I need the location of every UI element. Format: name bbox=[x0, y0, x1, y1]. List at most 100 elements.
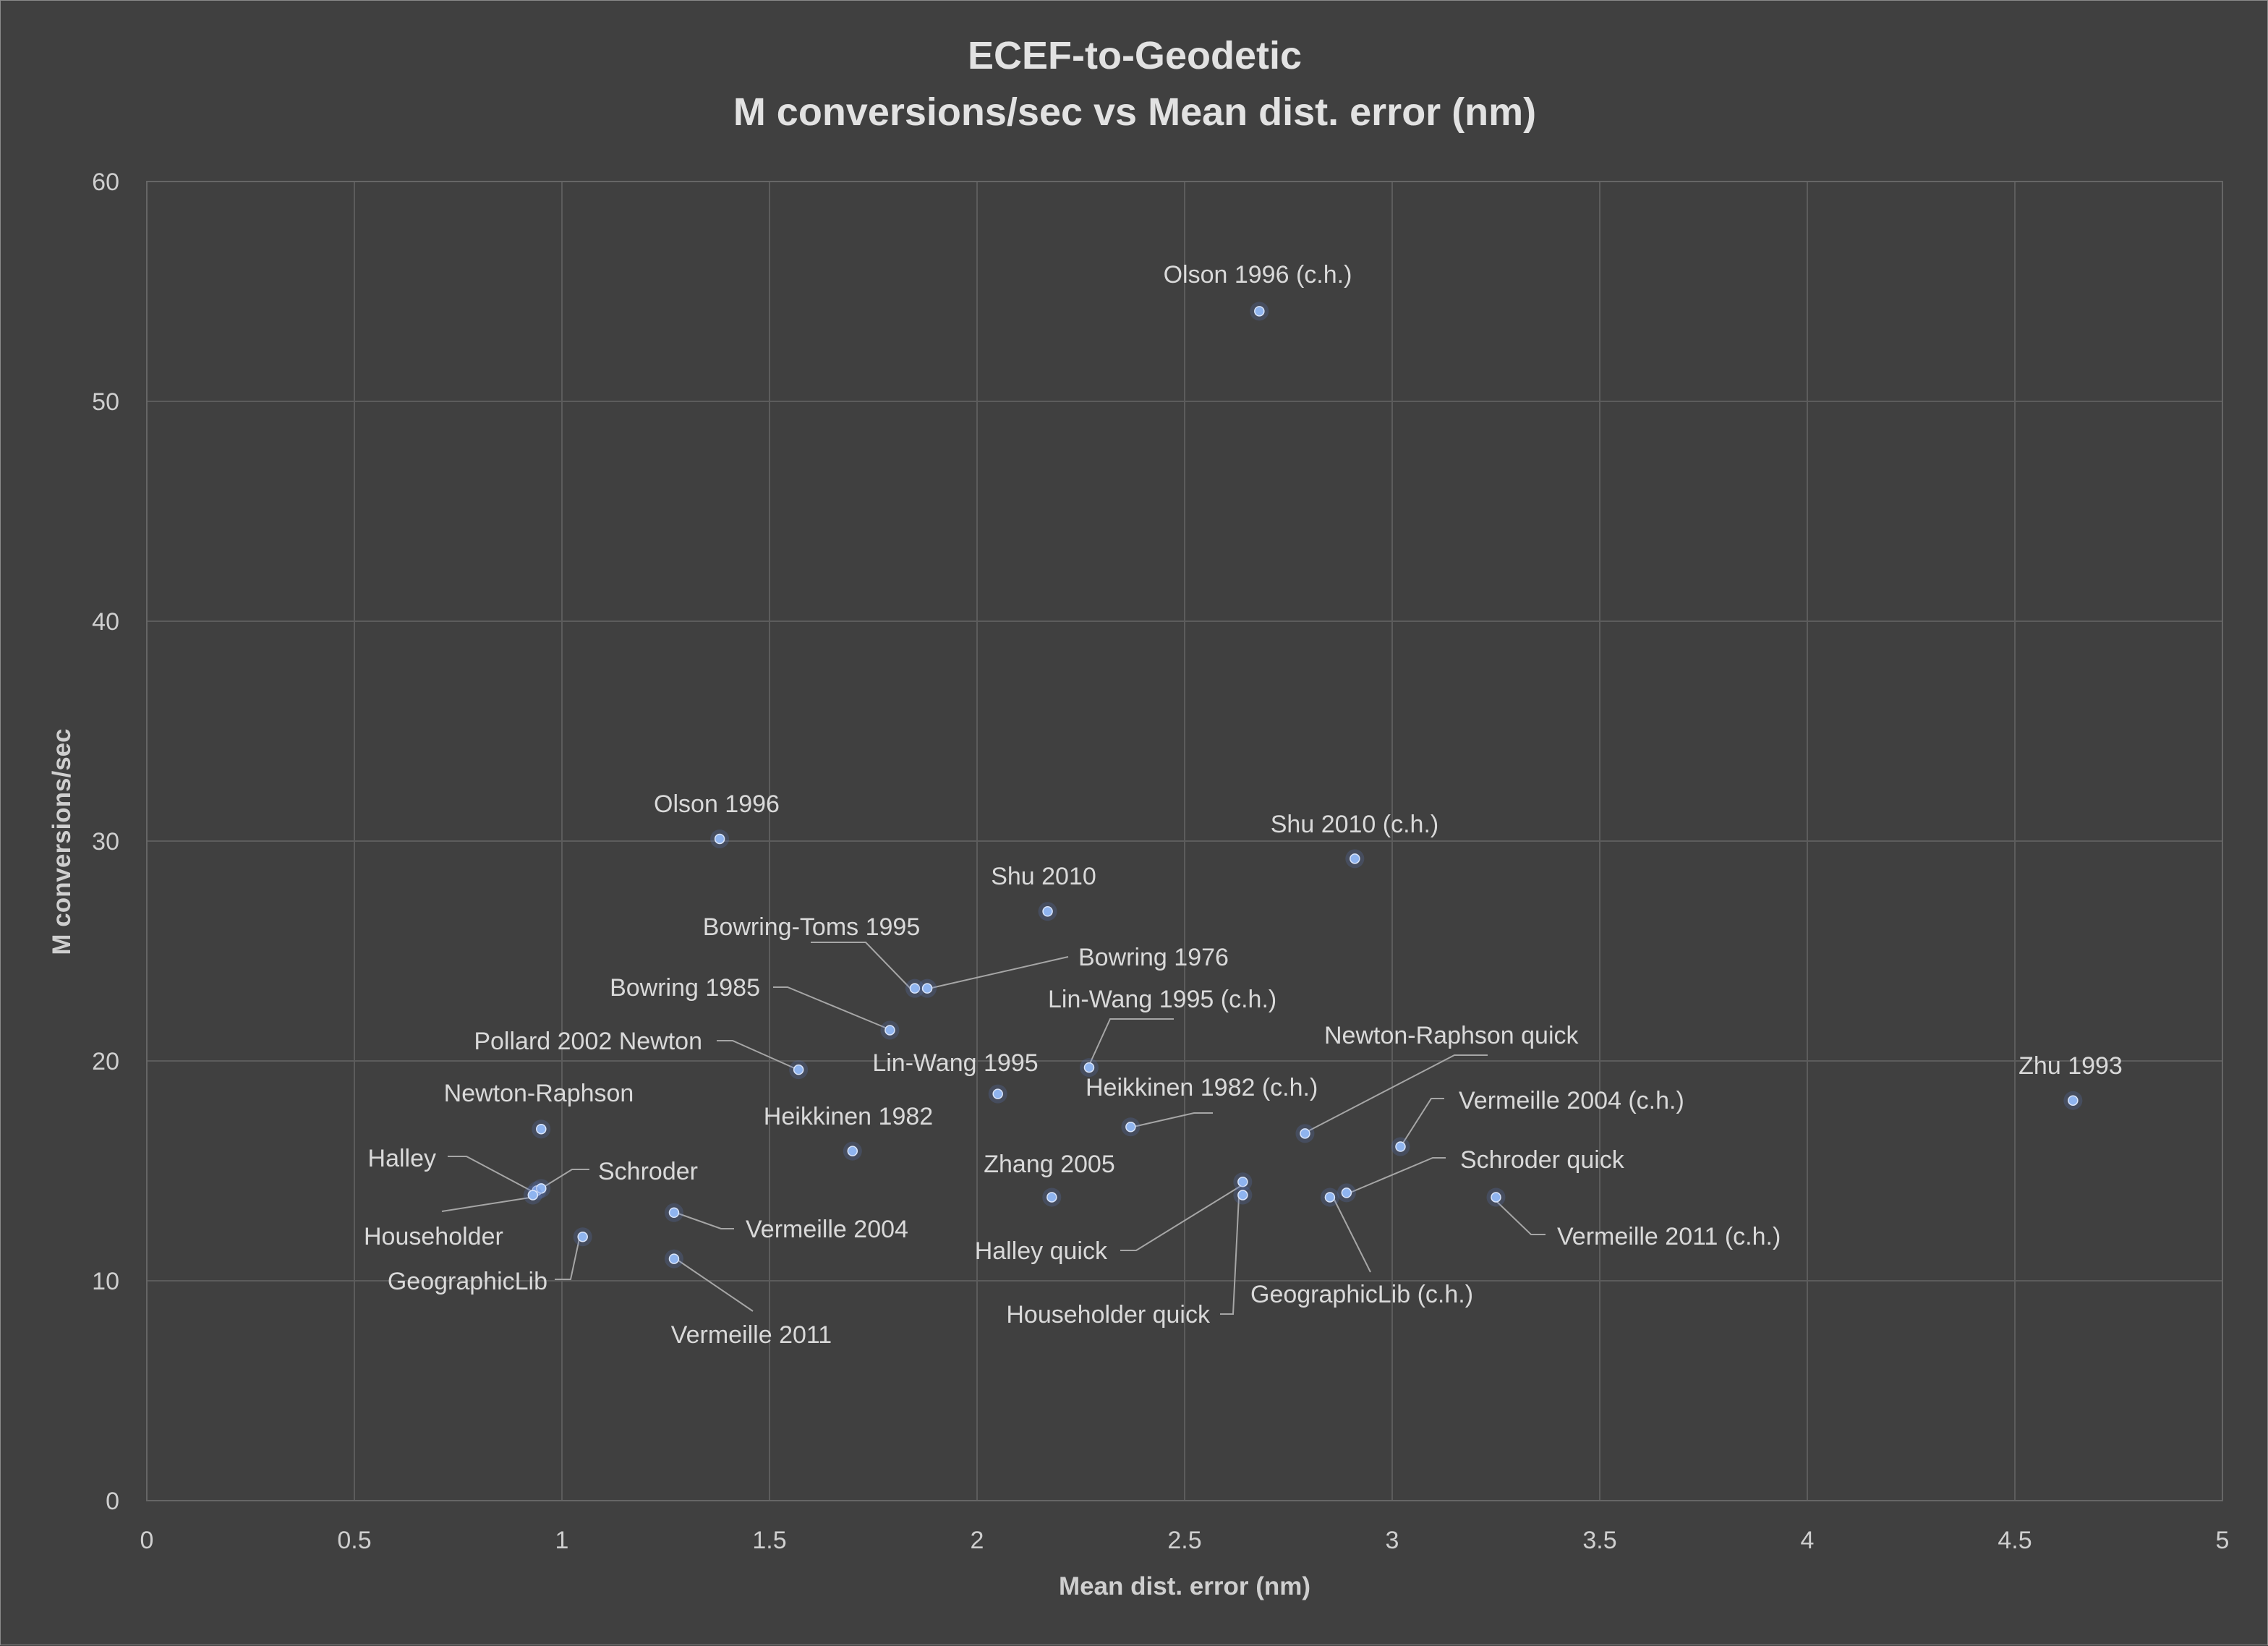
x-tick-label: 1 bbox=[555, 1527, 569, 1554]
data-point bbox=[847, 1146, 858, 1156]
data-label: Bowring 1976 bbox=[1078, 944, 1229, 971]
data-label: Zhang 2005 bbox=[984, 1151, 1115, 1178]
data-label: Halley bbox=[368, 1145, 436, 1172]
data-label: GeographicLib bbox=[388, 1268, 547, 1295]
data-label: Olson 1996 (c.h.) bbox=[1164, 261, 1352, 289]
y-tick-label: 20 bbox=[92, 1048, 119, 1075]
data-point bbox=[1350, 853, 1360, 864]
gridlines bbox=[146, 181, 2223, 1501]
leader-line bbox=[1130, 1112, 1213, 1128]
data-point bbox=[1254, 306, 1265, 317]
data-label: Shu 2010 bbox=[991, 863, 1096, 890]
data-point bbox=[1125, 1121, 1136, 1133]
leader-line bbox=[811, 942, 911, 989]
data-label: Vermeille 2004 (c.h.) bbox=[1459, 1087, 1684, 1114]
data-point bbox=[1237, 1190, 1248, 1201]
leader-line bbox=[717, 1040, 798, 1070]
data-point bbox=[1046, 1192, 1057, 1203]
data-point bbox=[884, 1025, 895, 1036]
data-label: Olson 1996 bbox=[654, 790, 780, 818]
data-point bbox=[1324, 1192, 1336, 1203]
y-tick-label: 60 bbox=[92, 169, 119, 196]
data-point bbox=[536, 1183, 547, 1194]
x-axis-title: Mean dist. error (nm) bbox=[1059, 1572, 1310, 1600]
data-point bbox=[1300, 1128, 1310, 1139]
data-point bbox=[577, 1231, 588, 1242]
leader-line bbox=[1494, 1199, 1546, 1235]
data-label: Lin-Wang 1995 (c.h.) bbox=[1048, 986, 1276, 1013]
data-point bbox=[536, 1123, 547, 1135]
data-point bbox=[1341, 1187, 1352, 1198]
x-tick-label: 4 bbox=[1801, 1527, 1815, 1554]
leader-line bbox=[675, 1212, 734, 1229]
leader-line bbox=[1088, 1018, 1174, 1067]
chart-title-line-2: M conversions/sec vs Mean dist. error (n… bbox=[733, 90, 1536, 134]
data-point bbox=[992, 1088, 1003, 1099]
data-point bbox=[1083, 1062, 1095, 1073]
data-point bbox=[1042, 906, 1053, 917]
plot-area-border bbox=[146, 181, 2223, 1501]
data-point bbox=[921, 983, 933, 994]
data-label: Bowring 1985 bbox=[610, 974, 760, 1002]
y-tick-label: 50 bbox=[92, 388, 119, 416]
data-point bbox=[1237, 1176, 1248, 1187]
data-point bbox=[668, 1207, 680, 1219]
leader-line bbox=[441, 1196, 535, 1212]
leader-line bbox=[1220, 1196, 1240, 1315]
y-tick-label: 0 bbox=[106, 1488, 119, 1515]
leader-line bbox=[448, 1156, 535, 1193]
leader-line bbox=[675, 1258, 754, 1312]
data-label: Shu 2010 (c.h.) bbox=[1271, 811, 1438, 838]
data-point bbox=[1491, 1192, 1501, 1203]
data-label: Schroder quick bbox=[1460, 1146, 1625, 1174]
data-label: Bowring-Toms 1995 bbox=[703, 913, 920, 941]
data-label: Vermeille 2011 bbox=[671, 1321, 832, 1349]
leader-line bbox=[555, 1238, 580, 1280]
x-tick-label: 4.5 bbox=[1998, 1527, 2032, 1554]
y-axis-title: M conversions/sec bbox=[48, 728, 76, 955]
data-point bbox=[527, 1190, 539, 1201]
data-label: Pollard 2002 Newton bbox=[474, 1028, 702, 1055]
data-label: Newton-Raphson quick bbox=[1324, 1022, 1580, 1049]
x-tick-label: 0 bbox=[140, 1527, 154, 1554]
data-point bbox=[668, 1253, 680, 1264]
data-label: Schroder bbox=[598, 1158, 698, 1185]
x-tick-label: 2 bbox=[971, 1527, 984, 1554]
y-tick-label: 40 bbox=[92, 608, 119, 636]
y-tick-label: 10 bbox=[92, 1268, 119, 1295]
leader-line bbox=[541, 1169, 589, 1189]
leader-line bbox=[773, 986, 890, 1030]
label-leader-lines bbox=[441, 942, 1546, 1315]
chart-title-line-1: ECEF-to-Geodetic bbox=[968, 34, 1302, 77]
x-tick-label: 1.5 bbox=[752, 1527, 786, 1554]
data-point bbox=[714, 833, 725, 845]
x-tick-label: 2.5 bbox=[1167, 1527, 1201, 1554]
data-label: Heikkinen 1982 (c.h.) bbox=[1086, 1074, 1318, 1101]
data-label: Heikkinen 1982 bbox=[764, 1103, 933, 1130]
x-tick-label: 3.5 bbox=[1582, 1527, 1616, 1554]
leader-line bbox=[921, 956, 1069, 991]
leader-line bbox=[1400, 1098, 1444, 1147]
data-label: Halley quick bbox=[975, 1237, 1108, 1265]
data-label: Lin-Wang 1995 bbox=[872, 1049, 1038, 1077]
data-label: Vermeille 2011 (c.h.) bbox=[1557, 1223, 1781, 1250]
x-tick-label: 3 bbox=[1386, 1527, 1399, 1554]
data-label: Vermeille 2004 bbox=[746, 1216, 908, 1243]
data-label: GeographicLib (c.h.) bbox=[1250, 1281, 1473, 1308]
data-point bbox=[1395, 1141, 1406, 1152]
x-tick-label: 0.5 bbox=[337, 1527, 371, 1554]
leader-line bbox=[1303, 1054, 1488, 1134]
x-tick-label: 5 bbox=[2216, 1527, 2230, 1554]
data-label: Householder quick bbox=[1006, 1301, 1211, 1329]
data-point bbox=[909, 983, 921, 994]
data-point bbox=[793, 1064, 804, 1075]
leader-line bbox=[1120, 1185, 1242, 1251]
data-points bbox=[523, 302, 2083, 1268]
data-point bbox=[2068, 1095, 2079, 1106]
data-label: Householder bbox=[364, 1223, 503, 1250]
y-tick-label: 30 bbox=[92, 828, 119, 856]
data-label: Zhu 1993 bbox=[2018, 1052, 2123, 1080]
